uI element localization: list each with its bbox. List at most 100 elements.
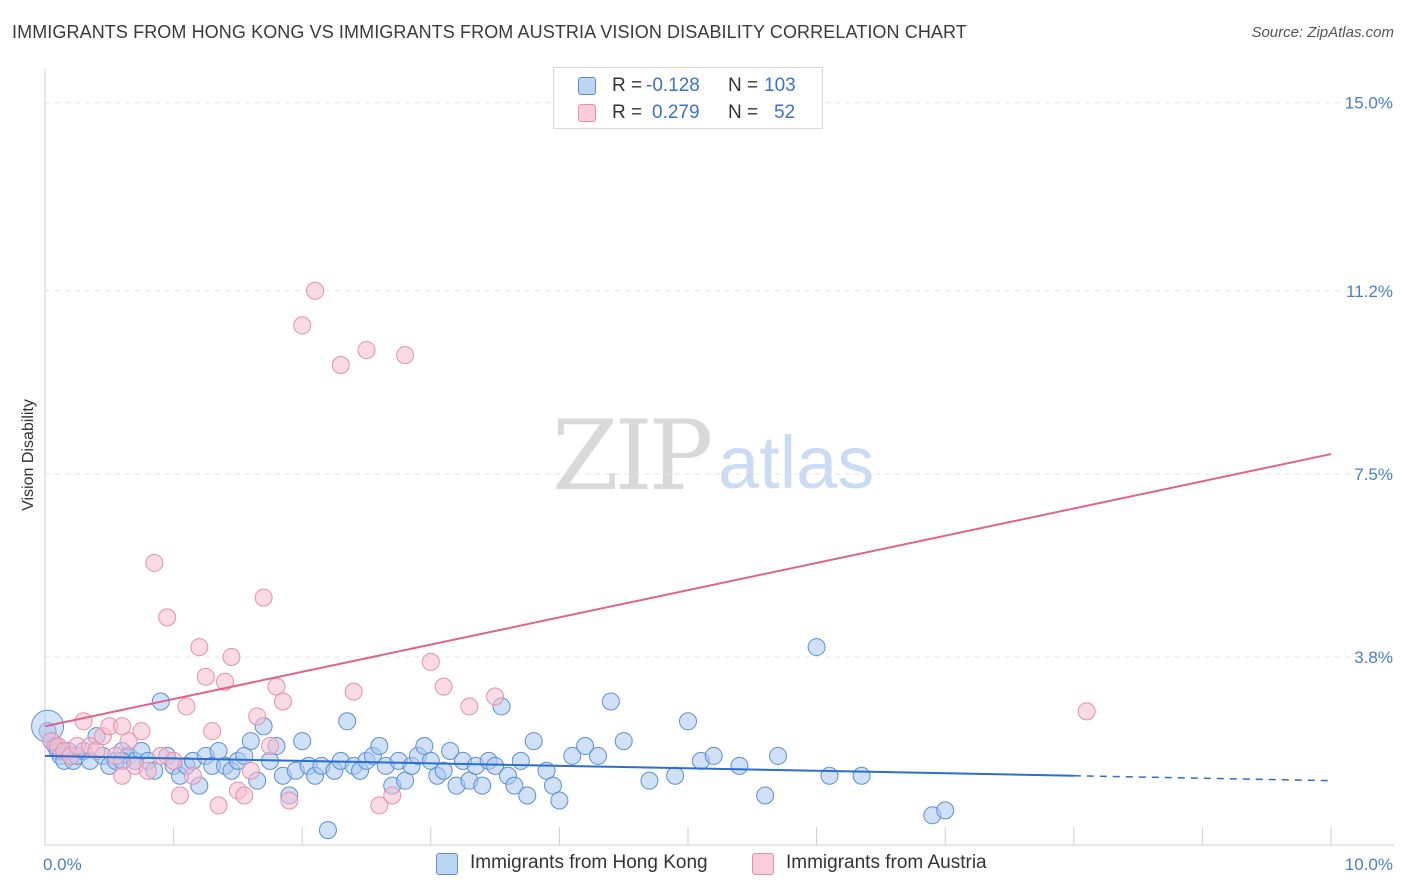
austria-trend-line [44,453,1332,728]
hong-kong-point [820,766,839,785]
hong-kong-point [640,771,659,790]
legend-n-value-austria: 52 [774,102,796,123]
hong-kong-point [396,771,415,790]
austria-point [241,761,260,780]
austria-point [273,692,292,711]
hong-kong-trend-extension [1073,774,1332,782]
austria-point [209,796,228,815]
austria-points [42,281,1096,815]
hong-kong-point [807,638,826,657]
austria-point [203,722,222,741]
austria-point [190,638,209,657]
watermark-zip: ZIP [552,400,713,512]
austria-point [87,741,106,760]
bottom-legend-label-austria: Immigrants from Austria [786,852,987,873]
austria-point [164,751,183,770]
bottom-legend-swatch-austria [752,853,774,875]
austria-point [434,677,453,696]
legend-swatch-austria [578,104,596,122]
legend-r-value-austria: 0.279 [652,102,700,123]
tick-labels: 3.8% 7.5% 11.2% 15.0% 0.0% 10.0% [43,94,1393,874]
hong-kong-point [769,746,788,765]
hong-kong-point [666,766,685,785]
hong-kong-point [563,746,582,765]
hong-kong-point [614,732,633,751]
hong-kong-point [518,786,537,805]
austria-point [383,786,402,805]
hong-kong-point [679,712,697,731]
x-tick-label: 10.0% [1345,855,1393,874]
hong-kong-point [318,821,337,840]
hong-kong-point [511,751,530,770]
austria-point [306,281,325,300]
hong-kong-point [293,732,312,751]
austria-point [132,722,151,741]
austria-point [396,346,415,365]
hong-kong-point [588,746,607,765]
austria-point [460,697,479,716]
austria-point [196,667,215,686]
y-tick-label: 3.8% [1354,648,1393,667]
austria-point [370,796,389,815]
austria-point [177,697,196,716]
austria-point [113,766,132,785]
y-axis-label: Vision Disability [20,399,37,511]
chart-title: IMMIGRANTS FROM HONG KONG VS IMMIGRANTS … [12,22,967,42]
hong-kong-point [704,746,723,765]
source-label: Source: ZipAtlas.com [1251,24,1394,41]
austria-point [331,356,350,375]
legend-r-label: R = [612,102,643,123]
legend-n-label: N = [728,75,759,96]
bottom-legend-label-hong-kong: Immigrants from Hong Kong [470,852,708,873]
hong-kong-point [936,801,955,820]
austria-point [254,588,273,607]
hong-kong-point [415,737,434,756]
hong-kong-point [370,737,389,756]
correlation-legend: R = -0.128 N = 103 R = 0.279 N = 52 [553,67,823,129]
austria-point [344,682,363,701]
legend-n-label: N = [728,102,759,123]
austria-point [421,652,440,671]
trend-lines [44,453,1332,782]
austria-point [119,732,138,751]
watermark-atlas: atlas [718,421,875,504]
hong-kong-point [505,776,524,795]
austria-point [145,553,164,572]
austria-point [261,737,280,756]
austria-point [74,712,93,731]
y-tick-label: 15.0% [1345,94,1393,113]
legend-swatch-hong-kong [578,77,596,95]
hong-kong-point [756,786,775,805]
legend-r-label: R = [612,75,643,96]
hong-kong-point [543,776,562,795]
austria-point [106,746,125,765]
austria-point [113,717,132,736]
legend-n-value-hong-kong: 103 [764,75,796,96]
austria-point [486,687,505,706]
hong-kong-point [241,732,260,751]
grid-lines [45,102,1394,658]
austria-point [293,316,312,335]
hong-kong-point [441,741,460,760]
austria-point [248,707,267,726]
hong-kong-point [338,712,357,731]
austria-point [1077,702,1096,721]
austria-point [222,647,241,666]
austria-point [138,761,157,780]
austria-point [216,672,235,691]
x-tick-label: 0.0% [43,855,82,874]
austria-point [158,608,177,627]
hong-kong-point [434,761,453,780]
y-tick-label: 11.2% [1346,282,1393,301]
hong-kong-point [730,756,749,775]
austria-point [183,766,202,785]
hong-kong-point [473,776,492,795]
hong-kong-point [421,751,440,770]
bottom-legend-swatch-hong-kong [436,853,458,875]
austria-point [280,791,299,810]
austria-point [235,786,254,805]
austria-point [357,341,376,360]
axes [44,68,1394,846]
hong-kong-point [486,756,505,775]
y-tick-label: 7.5% [1354,465,1393,484]
